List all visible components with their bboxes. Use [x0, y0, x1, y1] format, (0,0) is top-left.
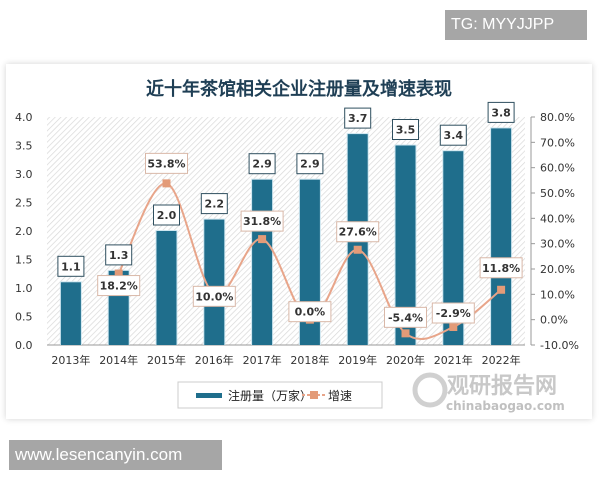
bar-value-label: 2.2: [200, 193, 228, 215]
bar-2021年: [443, 151, 464, 345]
legend-bar-label: 注册量（万家）: [228, 388, 312, 403]
svg-text:3.8: 3.8: [491, 106, 511, 119]
growth-value-label: 0.0%: [288, 301, 332, 323]
y-left-tick: 2.5: [15, 197, 33, 210]
y-right-tick: 40.0%: [540, 212, 575, 225]
svg-text:18.2%: 18.2%: [100, 280, 138, 293]
growth-marker: [497, 285, 506, 294]
bar-2022年: [491, 128, 512, 345]
svg-text:-5.4%: -5.4%: [388, 311, 423, 324]
brand-logo-icon: [412, 372, 448, 408]
x-tick: 2016年: [195, 353, 234, 367]
legend-line-marker: [310, 391, 318, 399]
y-left-tick: 3.5: [15, 140, 33, 153]
brand-url: chinabaogao.com: [446, 399, 565, 413]
legend-bar-swatch: [196, 393, 222, 398]
y-left-tick: 0.0: [15, 339, 33, 352]
x-tick: 2013年: [51, 353, 90, 367]
y-right-tick: 30.0%: [540, 238, 575, 251]
svg-text:2.2: 2.2: [205, 198, 225, 211]
svg-text:31.8%: 31.8%: [243, 215, 281, 228]
growth-marker: [401, 329, 410, 338]
bar-value-label: 2.9: [296, 153, 324, 175]
x-tick: 2014年: [99, 353, 138, 367]
chart-title: 近十年茶馆相关企业注册量及增速表现: [146, 78, 452, 100]
y-right-tick: 50.0%: [540, 187, 575, 200]
bar-value-label: 3.4: [439, 124, 467, 146]
growth-value-label: 31.8%: [240, 210, 284, 232]
y-right-tick: 10.0%: [540, 288, 575, 301]
svg-text:2.0: 2.0: [157, 209, 177, 222]
plot-area: 0.0 0.5 1.0 1.5 2.0 2.5 3.0 3.5 4.0 -10.0% 0.0% 10.…: [15, 101, 579, 367]
watermark-top: TG: MYYJJPP: [445, 10, 587, 40]
svg-text:11.8%: 11.8%: [482, 262, 520, 275]
watermark-bottom: www.lesencanyin.com: [9, 440, 222, 470]
chart-card: 近十年茶馆相关企业注册量及增速表现 0.0 0.5 1.0 1.5 2.0 2.5 3.0 3…: [6, 64, 592, 419]
growth-value-label: 11.8%: [479, 257, 523, 279]
x-tick: 2020年: [386, 353, 425, 367]
svg-text:1.3: 1.3: [109, 249, 129, 262]
legend-line-label: 增速: [328, 389, 352, 403]
svg-text:3.7: 3.7: [348, 112, 368, 125]
svg-text:53.8%: 53.8%: [147, 157, 185, 170]
y-left-tick: 3.0: [15, 168, 33, 181]
growth-value-label: 53.8%: [145, 152, 188, 174]
growth-value-label: 10.0%: [192, 285, 236, 307]
y-left-tick: 1.5: [15, 254, 33, 267]
bar-2013年: [60, 282, 81, 345]
x-tick: 2022年: [482, 353, 521, 367]
y-right-tick: 0.0%: [540, 314, 568, 327]
y-left-tick: 0.5: [15, 311, 33, 324]
bar-2016年: [204, 219, 225, 345]
x-tick: 2015年: [147, 353, 186, 367]
svg-text:10.0%: 10.0%: [195, 290, 233, 303]
growth-marker: [449, 323, 458, 332]
x-tick: 2019年: [338, 353, 377, 367]
svg-text:1.1: 1.1: [61, 260, 81, 273]
x-tick: 2021年: [434, 353, 473, 367]
svg-text:2.9: 2.9: [252, 158, 272, 171]
bar-value-label: 1.3: [105, 244, 133, 266]
growth-marker: [114, 269, 123, 278]
y-left-tick: 1.0: [15, 282, 33, 295]
svg-text:3.4: 3.4: [444, 129, 464, 142]
growth-marker: [162, 179, 171, 188]
y-right-tick: 60.0%: [540, 162, 575, 175]
combo-chart: 近十年茶馆相关企业注册量及增速表现 0.0 0.5 1.0 1.5 2.0 2.5 3.0 3…: [15, 78, 579, 413]
x-tick: 2017年: [243, 353, 282, 367]
bar-value-label: 3.5: [392, 119, 419, 140]
bar-value-label: 2.0: [153, 204, 180, 226]
y-right-tick: 20.0%: [540, 263, 575, 276]
y-right-tick: -10.0%: [540, 339, 579, 352]
bar-value-label: 3.8: [487, 101, 515, 123]
growth-value-label: 18.2%: [97, 275, 141, 297]
growth-value-label: -2.9%: [431, 302, 475, 324]
bar-2020年: [395, 145, 416, 345]
y-left-tick: 4.0: [15, 111, 33, 124]
bar-2017年: [252, 179, 273, 345]
growth-marker: [258, 235, 267, 244]
chart-legend: 注册量（万家） 增速: [177, 381, 383, 409]
y-left-tick: 2.0: [15, 225, 33, 238]
svg-text:3.5: 3.5: [396, 124, 416, 137]
growth-value-label: -5.4%: [384, 306, 427, 328]
y-right-tick: 80.0%: [540, 111, 575, 124]
svg-text:-2.9%: -2.9%: [436, 307, 471, 320]
bar-value-label: 1.1: [57, 255, 85, 277]
y-right-tick: 70.0%: [540, 136, 575, 149]
svg-text:0.0%: 0.0%: [295, 306, 326, 319]
bar-value-label: 2.9: [248, 153, 276, 175]
svg-text:2.9: 2.9: [300, 158, 320, 171]
growth-marker: [353, 245, 362, 254]
svg-text:27.6%: 27.6%: [339, 226, 377, 239]
brand-name: 观研报告网: [447, 374, 557, 399]
growth-value-label: 27.6%: [336, 221, 380, 243]
x-tick: 2018年: [290, 353, 329, 367]
bar-2015年: [156, 231, 177, 345]
bar-value-label: 3.7: [344, 107, 372, 129]
